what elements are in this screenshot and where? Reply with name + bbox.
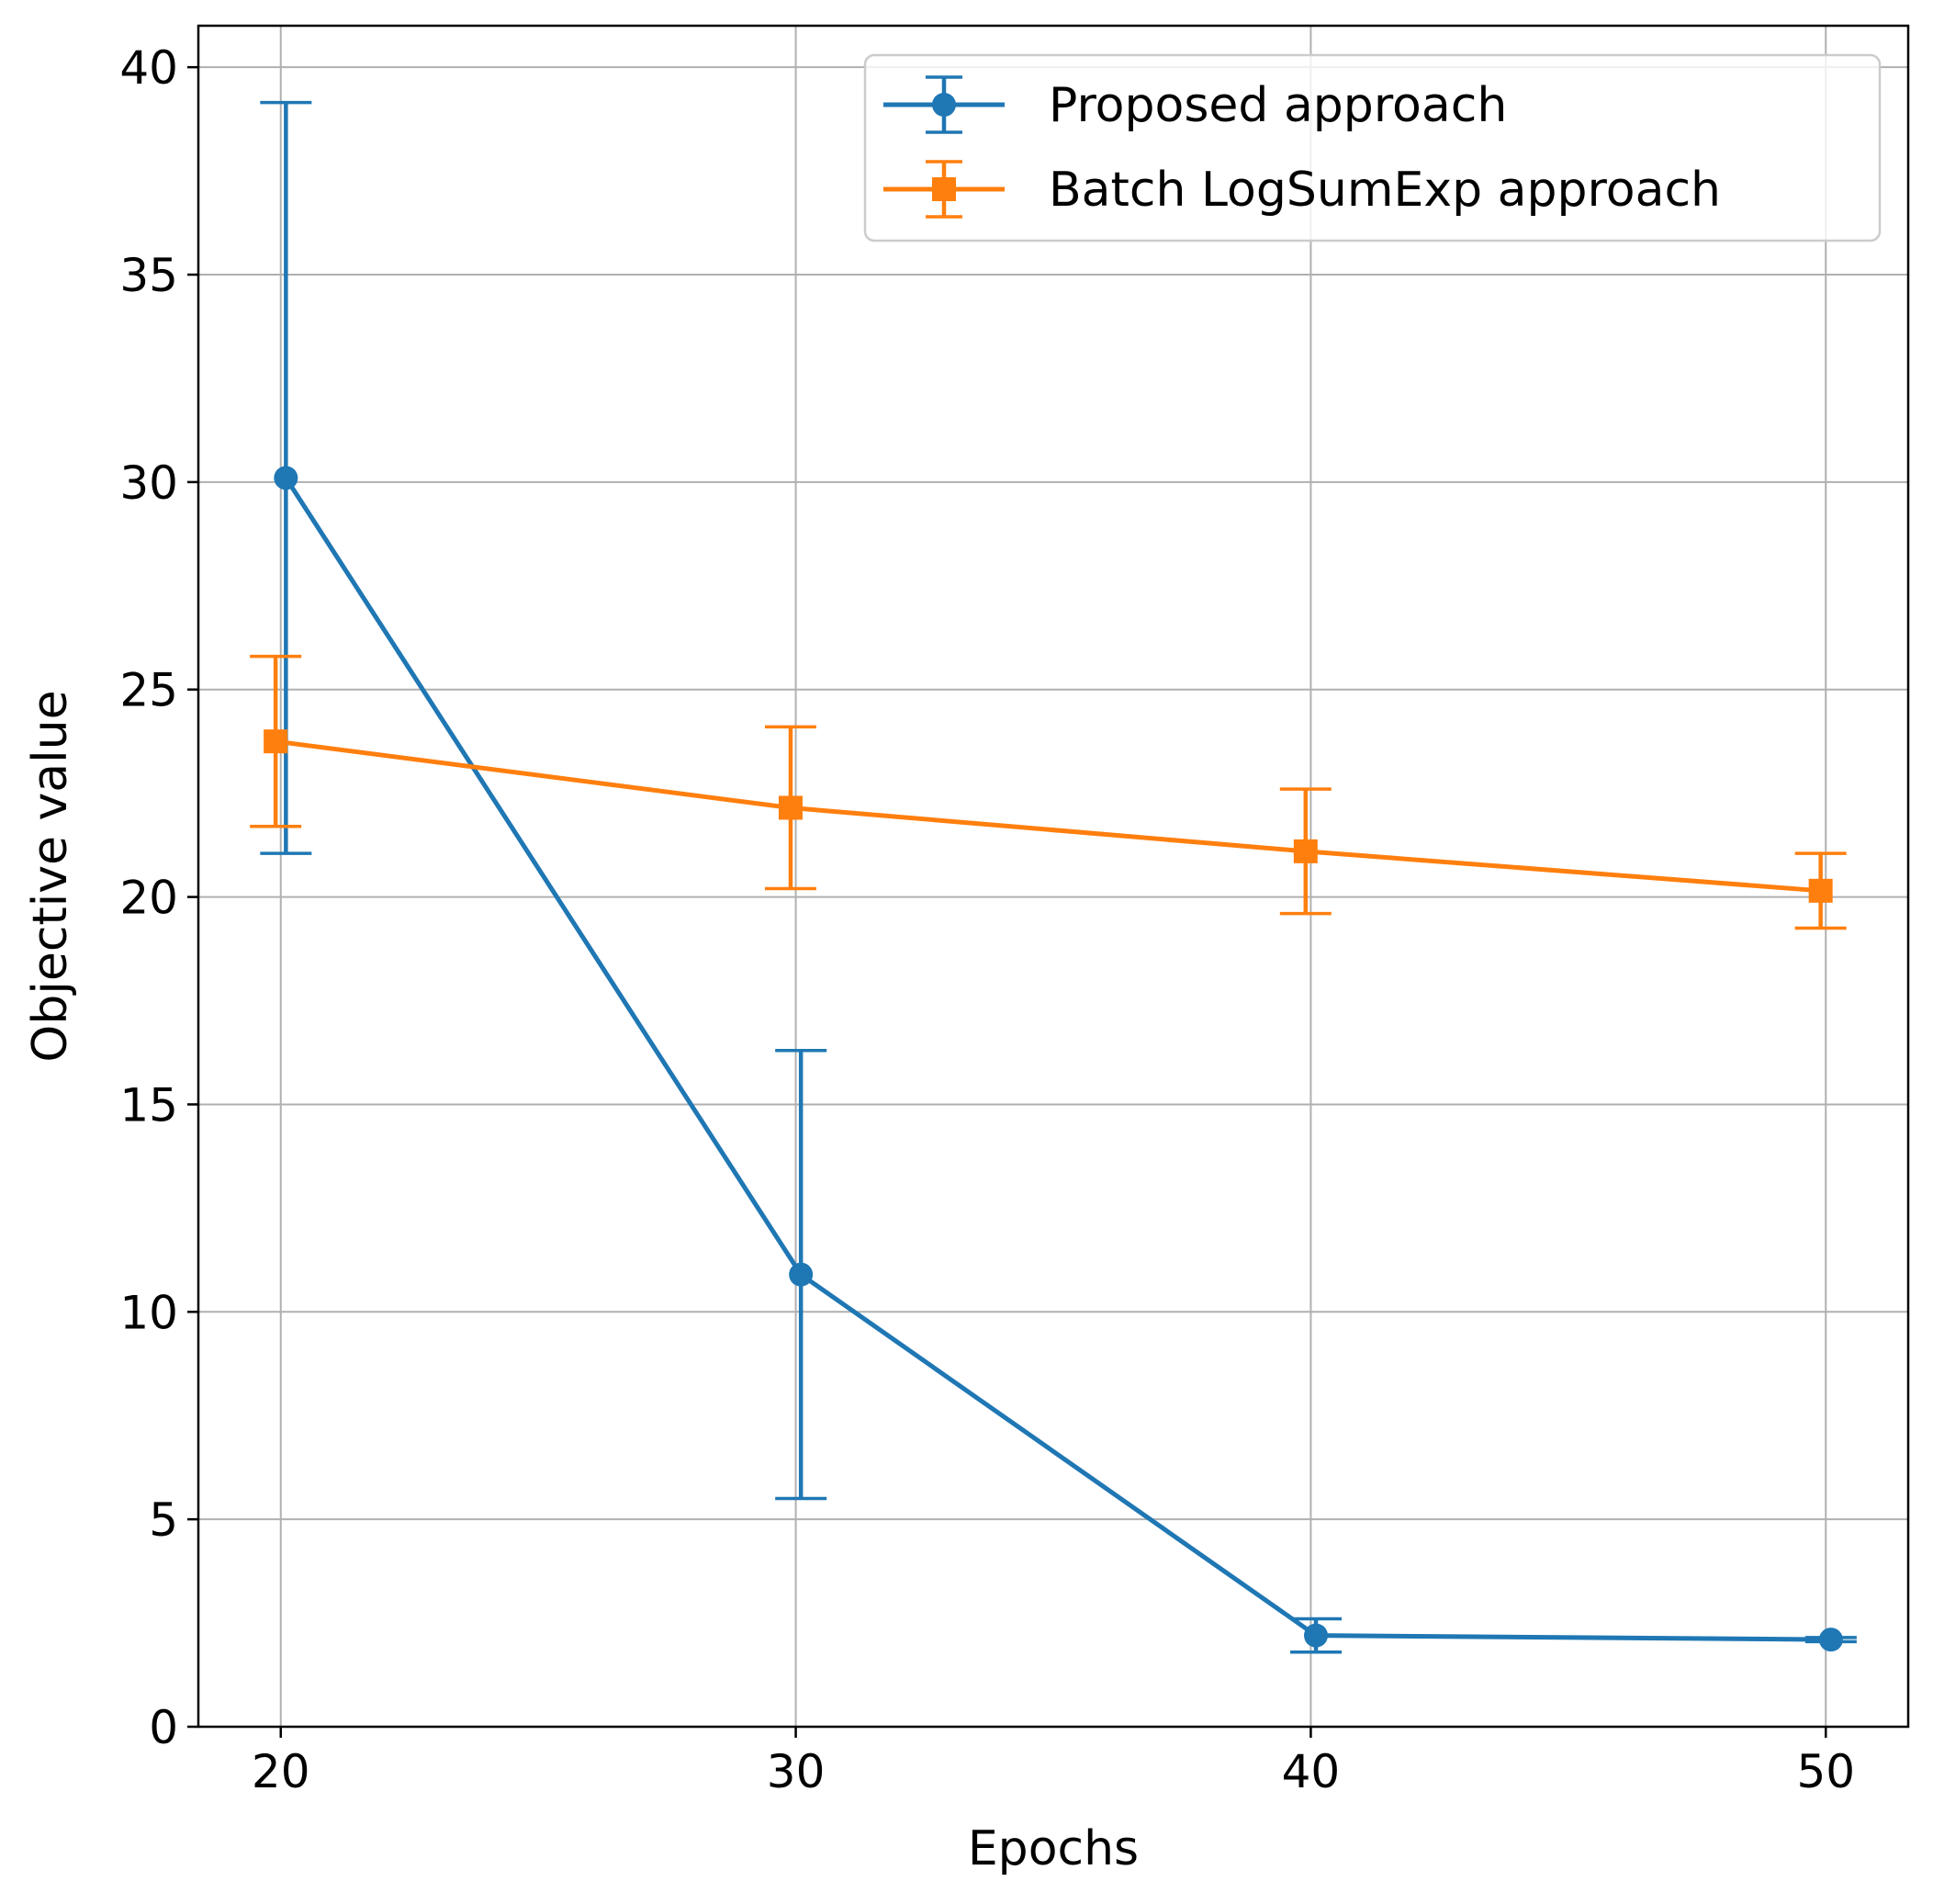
plot-frame [197,24,1910,1729]
legend-marker [932,93,956,117]
y-tick-label: 20 [119,872,178,925]
y-tick-label: 15 [119,1078,178,1132]
y-tick-label: 30 [119,456,178,510]
data-point [264,729,288,754]
ticks: 20 30 40 50 0 5 10 15 20 25 30 35 40 [119,41,1855,1798]
legend-entry: Proposed approach [883,75,1507,134]
series-line [284,477,1831,1642]
legend: Proposed approach Batch LogSumExp approac… [863,53,1882,242]
legend-label: Proposed approach [1049,78,1507,133]
x-tick-label: 40 [1282,1745,1341,1798]
y-tick-label: 25 [119,664,178,717]
y-axis-label: Objective value [23,690,78,1062]
series-layer [250,100,1857,1654]
legend-label: Batch LogSumExp approach [1049,163,1721,218]
series-proposed [260,100,1857,1654]
y-tick-label: 35 [119,249,178,302]
legend-entries: Proposed approach Batch LogSumExp approac… [883,75,1721,219]
data-point [1818,1628,1843,1652]
data-point [274,466,298,490]
x-tick-label: 20 [252,1745,310,1798]
series-batch-logsumexp [250,654,1847,930]
y-tick-label: 10 [119,1286,178,1339]
y-tick-label: 0 [149,1701,178,1754]
data-point [1304,1623,1329,1648]
data-point [1293,839,1318,863]
legend-entry: Batch LogSumExp approach [883,160,1721,219]
y-tick-label: 40 [119,41,178,95]
data-point [1808,878,1833,903]
legend-marker [932,177,956,201]
x-axis-label: Epochs [968,1821,1139,1876]
y-tick-label: 5 [149,1493,178,1547]
data-point [778,795,803,820]
data-point [789,1262,814,1287]
x-tick-label: 30 [767,1745,826,1798]
series-line [275,738,1821,894]
legend-frame [863,53,1882,242]
x-tick-label: 50 [1796,1745,1855,1798]
